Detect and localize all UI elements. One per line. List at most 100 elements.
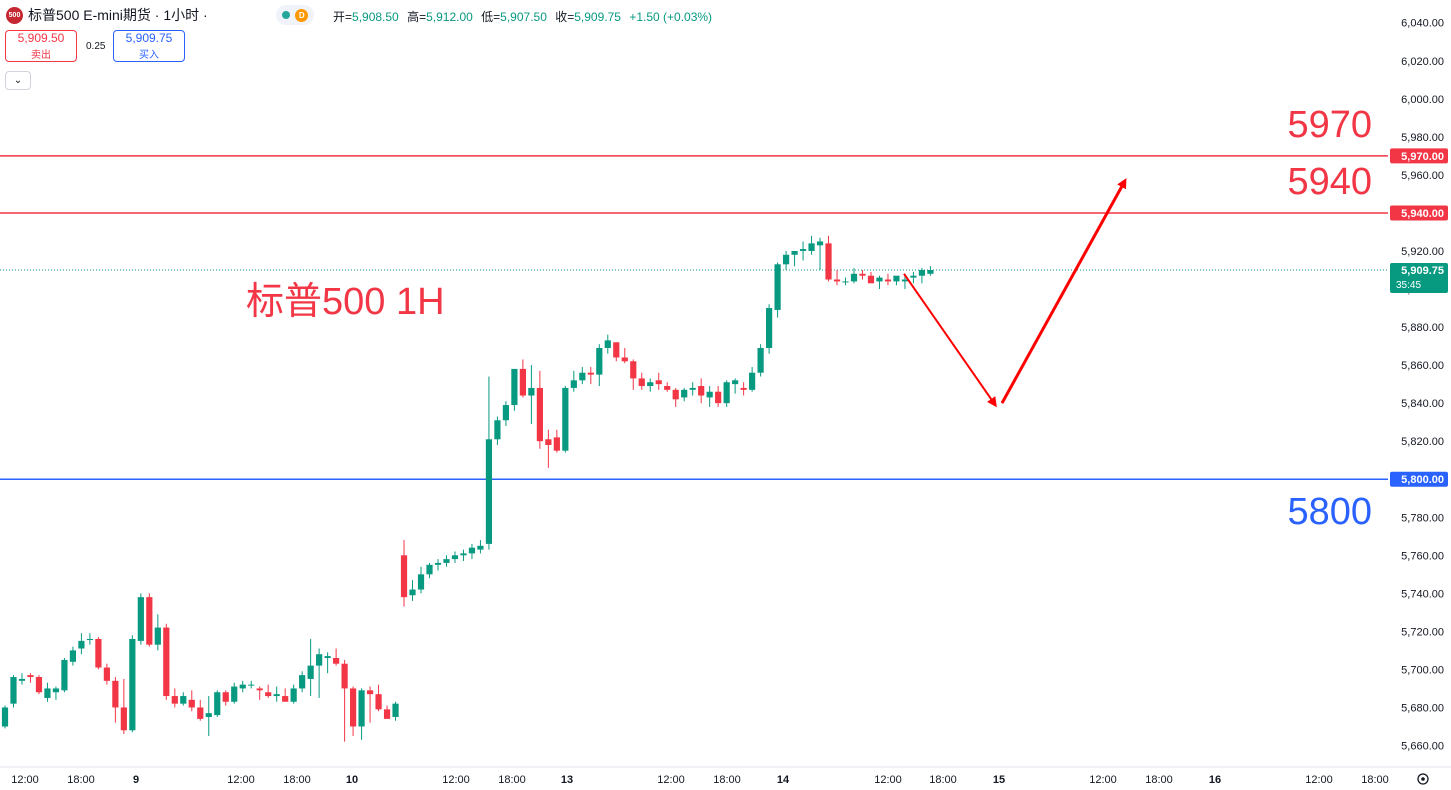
candle[interactable] [825, 235, 832, 282]
candle[interactable] [333, 648, 340, 666]
candle[interactable] [766, 304, 773, 354]
candle[interactable] [307, 638, 314, 697]
candle[interactable] [273, 686, 280, 702]
candle[interactable] [528, 365, 535, 425]
candle[interactable] [434, 559, 442, 571]
candle[interactable] [494, 416, 501, 445]
candle[interactable] [222, 690, 229, 706]
candle[interactable] [197, 699, 204, 721]
candle[interactable] [562, 386, 569, 453]
candle[interactable] [256, 686, 263, 700]
candle[interactable] [146, 593, 153, 647]
candle[interactable] [366, 686, 374, 723]
candle[interactable] [171, 688, 178, 708]
candle[interactable] [78, 633, 85, 655]
buy-button[interactable]: 5,909.75 买入 [113, 30, 185, 62]
candle[interactable] [375, 684, 382, 712]
candle[interactable] [833, 270, 841, 286]
candle[interactable] [859, 270, 866, 280]
candle[interactable] [689, 382, 696, 396]
candle[interactable] [205, 696, 212, 736]
candle[interactable] [112, 677, 119, 723]
candle[interactable] [672, 387, 679, 407]
candle[interactable] [910, 271, 917, 284]
candle[interactable] [850, 268, 858, 284]
candle[interactable] [511, 368, 518, 411]
candle[interactable] [120, 678, 127, 735]
candle[interactable] [884, 273, 892, 286]
candle[interactable] [154, 614, 161, 651]
candle[interactable] [647, 378, 654, 392]
candle[interactable] [290, 684, 297, 704]
candle[interactable] [358, 688, 365, 740]
candle[interactable] [808, 235, 815, 255]
candle[interactable] [536, 370, 543, 449]
candle[interactable] [239, 680, 246, 693]
forecast-arrow-up[interactable] [1000, 178, 1127, 404]
candle[interactable] [460, 549, 467, 562]
candle[interactable] [918, 268, 926, 284]
candle[interactable] [349, 686, 357, 736]
candle[interactable] [621, 347, 628, 364]
candle[interactable] [248, 680, 255, 689]
candle[interactable] [443, 555, 450, 567]
candle[interactable] [69, 646, 77, 666]
candle[interactable] [188, 690, 195, 712]
candle[interactable] [1, 705, 9, 729]
candle[interactable] [782, 250, 790, 270]
candle[interactable] [927, 266, 934, 276]
candle[interactable] [655, 372, 662, 390]
candle[interactable] [613, 342, 620, 362]
settings-icon[interactable] [1417, 773, 1429, 785]
candle[interactable] [477, 540, 484, 554]
candle[interactable] [799, 241, 807, 261]
candle[interactable] [282, 688, 289, 702]
candle[interactable] [604, 334, 611, 354]
candle[interactable] [27, 673, 34, 683]
symbol-title[interactable]: 标普500 E-mini期货 · 1小时 · [28, 7, 208, 23]
candle[interactable] [485, 376, 493, 550]
candle[interactable] [468, 543, 476, 560]
candle[interactable] [740, 382, 747, 396]
candle[interactable] [10, 675, 17, 708]
candle[interactable] [664, 382, 671, 392]
candle[interactable] [757, 344, 764, 377]
candle[interactable] [596, 344, 603, 387]
candle[interactable] [706, 386, 713, 407]
candle[interactable] [426, 562, 433, 579]
candle[interactable] [867, 271, 875, 284]
candle[interactable] [383, 705, 391, 719]
candle[interactable] [876, 275, 883, 290]
candle[interactable] [417, 566, 425, 594]
candle[interactable] [774, 262, 781, 318]
candle[interactable] [681, 387, 688, 402]
candle[interactable] [638, 372, 645, 390]
candle[interactable] [316, 648, 323, 698]
market-status[interactable]: D [276, 5, 314, 25]
candle[interactable] [231, 682, 238, 704]
candle[interactable] [137, 593, 144, 645]
candle[interactable] [163, 623, 170, 700]
candle[interactable] [129, 635, 136, 733]
candle[interactable] [579, 367, 586, 385]
candle[interactable] [18, 673, 26, 685]
candle[interactable] [265, 684, 272, 698]
candle[interactable] [180, 692, 187, 706]
candle[interactable] [816, 237, 824, 270]
candle[interactable] [519, 359, 526, 398]
candle[interactable] [749, 367, 756, 392]
candle[interactable] [630, 359, 637, 390]
candle[interactable] [791, 250, 798, 267]
candle[interactable] [893, 275, 900, 286]
candle[interactable] [299, 671, 306, 693]
candle[interactable] [732, 378, 739, 394]
candle[interactable] [95, 637, 102, 670]
candle[interactable] [698, 378, 705, 404]
candle[interactable] [214, 690, 221, 717]
candle[interactable] [103, 663, 110, 685]
candle[interactable] [553, 429, 560, 453]
candle[interactable] [86, 633, 93, 645]
candle[interactable] [451, 551, 459, 563]
candle[interactable] [400, 540, 408, 607]
